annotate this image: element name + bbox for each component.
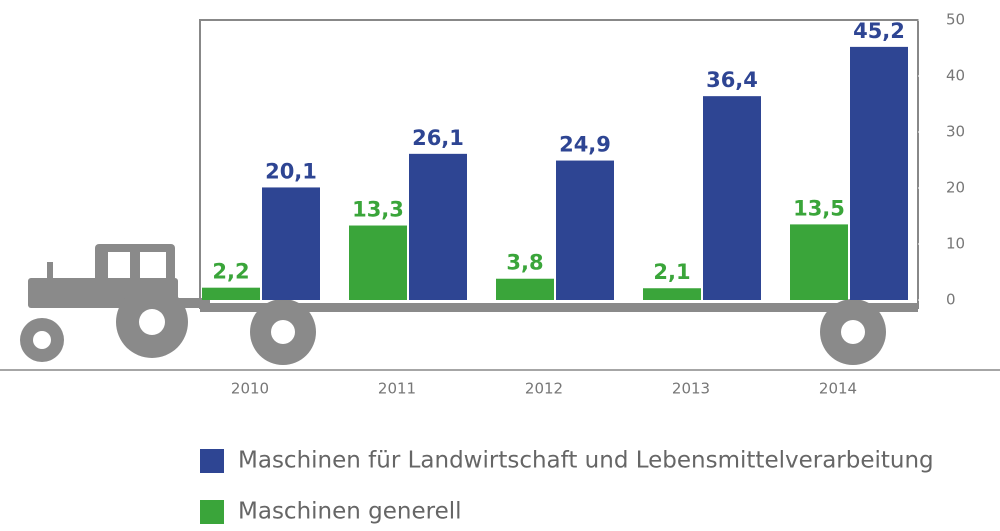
- y-tick-label: 0: [946, 291, 956, 309]
- x-tick-label: 2013: [672, 380, 710, 398]
- x-tick-label: 2010: [231, 380, 269, 398]
- bar: [262, 187, 320, 300]
- value-label: 13,5: [793, 196, 845, 220]
- value-label: 26,1: [412, 126, 464, 150]
- value-label: 13,3: [352, 198, 404, 222]
- legend-label: Maschinen generell: [238, 499, 462, 525]
- y-tick-label: 40: [946, 67, 965, 85]
- bar: [409, 154, 467, 300]
- y-tick-label: 30: [946, 123, 965, 141]
- bar: [703, 96, 761, 300]
- bar: [349, 226, 407, 300]
- tractor-icon: [20, 244, 210, 362]
- value-label: 24,9: [559, 133, 611, 157]
- bar: [790, 224, 848, 300]
- legend-swatch: [200, 500, 224, 524]
- value-label: 3,8: [506, 251, 543, 275]
- x-tick-label: 2014: [819, 380, 857, 398]
- bar: [850, 47, 908, 300]
- y-tick-label: 10: [946, 235, 965, 253]
- y-tick-label: 50: [946, 11, 965, 29]
- value-label: 20,1: [265, 159, 317, 183]
- bar: [202, 288, 260, 300]
- value-label: 36,4: [706, 68, 758, 92]
- y-tick-label: 20: [946, 179, 965, 197]
- x-tick-label: 2012: [525, 380, 563, 398]
- bar: [496, 279, 554, 300]
- chart: 0 10 20 30 40 50 2010 20,1 2,2 2011 26,1 13,3 2012 24…: [0, 0, 1000, 531]
- x-tick-label: 2011: [378, 380, 416, 398]
- value-label: 2,1: [653, 260, 690, 284]
- legend-swatch: [200, 449, 224, 473]
- value-label: 2,2: [212, 260, 249, 284]
- bar: [643, 288, 701, 300]
- value-label: 45,2: [853, 19, 905, 43]
- bar: [556, 161, 614, 300]
- legend-label: Maschinen für Landwirtschaft und Lebensm…: [238, 448, 934, 474]
